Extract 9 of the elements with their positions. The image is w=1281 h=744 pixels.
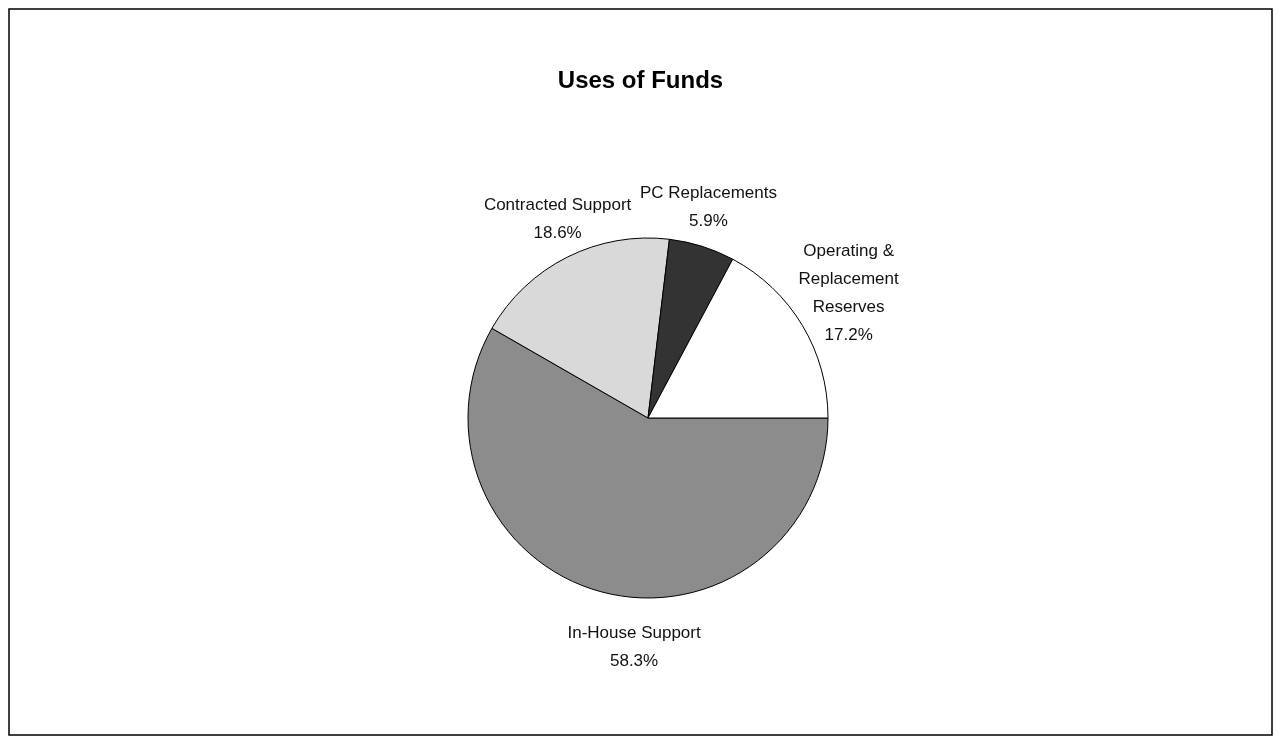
data-label: 58.3% xyxy=(609,651,659,670)
data-label: 18.6% xyxy=(533,222,582,242)
slice-label: In-House Support xyxy=(567,623,701,642)
data-label: 5.9% xyxy=(689,210,728,230)
slice-label: Operating & Replacement Reserves xyxy=(798,240,900,316)
slice-label: Contracted Support xyxy=(483,194,632,214)
chart-title: Uses of Funds xyxy=(557,66,724,93)
slice-label: PC Replacements xyxy=(639,182,777,202)
data-label: 17.2% xyxy=(824,324,873,344)
